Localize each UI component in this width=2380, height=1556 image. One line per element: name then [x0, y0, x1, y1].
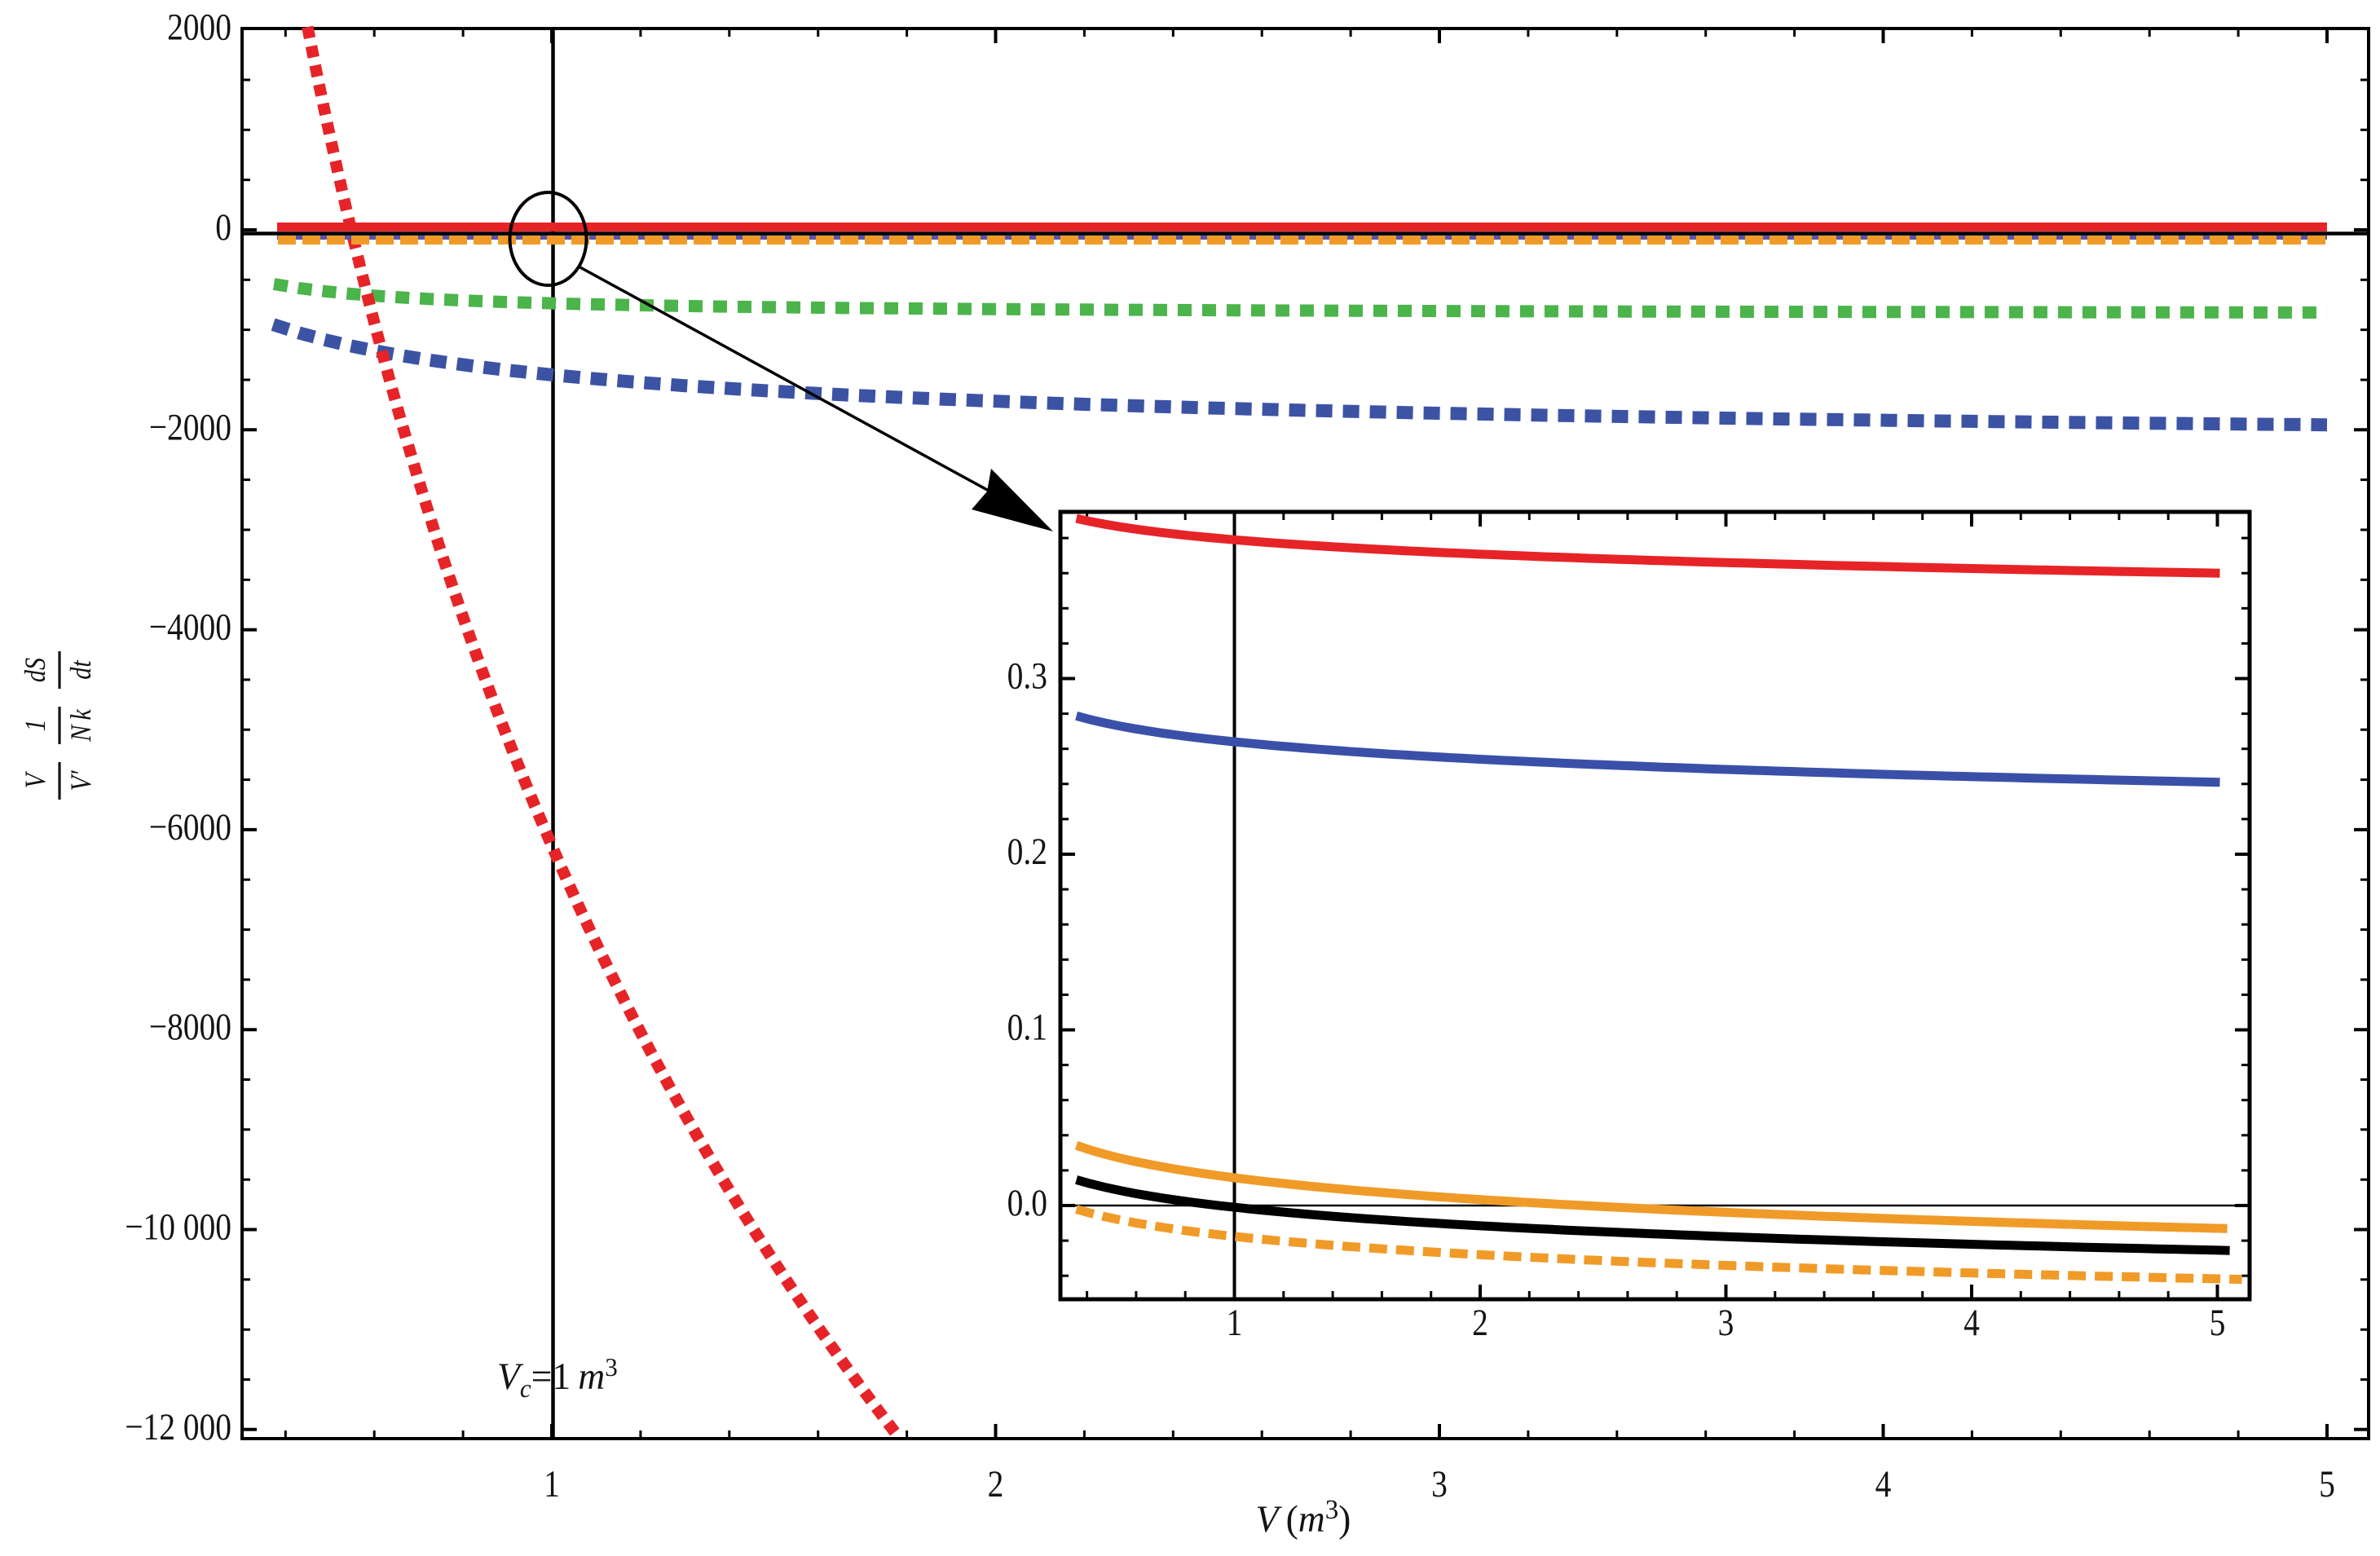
- svg-text:3: 3: [1431, 1463, 1448, 1505]
- svg-text:−12 000: −12 000: [125, 1406, 231, 1448]
- svg-text:5: 5: [2210, 1302, 2226, 1344]
- svg-text:2000: 2000: [167, 7, 231, 49]
- svg-text:1: 1: [1227, 1302, 1243, 1344]
- svg-text:−4000: −4000: [149, 606, 231, 648]
- svg-text:0.0: 0.0: [1007, 1182, 1047, 1224]
- svg-text:4: 4: [1875, 1463, 1892, 1505]
- svg-text:1: 1: [20, 719, 52, 731]
- svg-text:0: 0: [215, 206, 231, 249]
- svg-text:2: 2: [1472, 1302, 1488, 1344]
- svg-text:Vc=1 m3: Vc=1 m3: [497, 1353, 618, 1404]
- svg-text:V: V: [20, 770, 52, 788]
- svg-text:−10 000: −10 000: [125, 1206, 231, 1248]
- svg-text:−6000: −6000: [149, 806, 231, 849]
- svg-text:−2000: −2000: [149, 406, 231, 448]
- svg-text:N k: N k: [65, 708, 98, 743]
- svg-text:0.3: 0.3: [1007, 655, 1047, 697]
- svg-text:2: 2: [988, 1463, 1004, 1505]
- svg-text:−8000: −8000: [149, 1006, 231, 1048]
- svg-text:0.1: 0.1: [1007, 1006, 1047, 1048]
- svg-text:0.2: 0.2: [1007, 831, 1047, 873]
- svg-text:dt: dt: [65, 660, 98, 680]
- svg-text:1: 1: [544, 1463, 560, 1505]
- svg-text:V (m3): V (m3): [1256, 1495, 1351, 1541]
- svg-text:5: 5: [2319, 1463, 2335, 1505]
- svg-text:dS: dS: [20, 658, 52, 683]
- svg-text:V′: V′: [65, 770, 98, 791]
- svg-text:4: 4: [1964, 1302, 1980, 1344]
- svg-text:3: 3: [1718, 1302, 1734, 1344]
